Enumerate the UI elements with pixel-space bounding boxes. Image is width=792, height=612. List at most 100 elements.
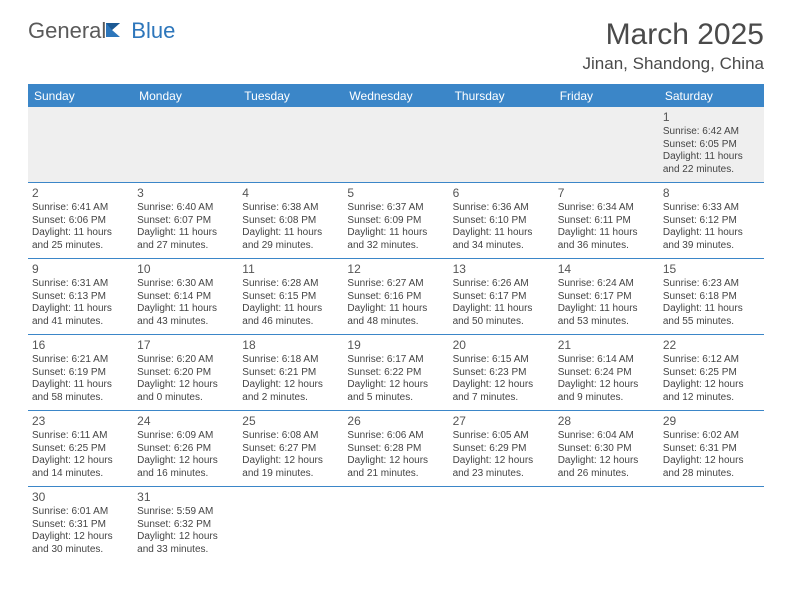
day-number: 17: [137, 338, 234, 353]
weekday-header: Friday: [554, 84, 659, 107]
day-info-line: Sunset: 6:30 PM: [558, 443, 655, 456]
day-info-line: Daylight: 12 hours and 30 minutes.: [32, 531, 129, 556]
calendar-cell: 8Sunrise: 6:33 AMSunset: 6:12 PMDaylight…: [659, 183, 764, 259]
weekday-header: Sunday: [28, 84, 133, 107]
day-info-line: Daylight: 12 hours and 19 minutes.: [242, 455, 339, 480]
day-info-line: Sunset: 6:27 PM: [242, 443, 339, 456]
day-info-line: Sunset: 6:11 PM: [558, 215, 655, 228]
day-info-line: Sunrise: 6:31 AM: [32, 278, 129, 291]
day-info-line: Daylight: 11 hours and 48 minutes.: [347, 303, 444, 328]
day-info-line: Sunset: 6:19 PM: [32, 367, 129, 380]
page-title: March 2025: [583, 18, 764, 52]
day-info-line: Sunrise: 6:37 AM: [347, 202, 444, 215]
calendar-cell: 6Sunrise: 6:36 AMSunset: 6:10 PMDaylight…: [449, 183, 554, 259]
day-number: 16: [32, 338, 129, 353]
day-info-line: Daylight: 12 hours and 16 minutes.: [137, 455, 234, 480]
day-number: 31: [137, 490, 234, 505]
day-info-line: Sunrise: 6:11 AM: [32, 430, 129, 443]
day-info-line: Sunrise: 6:20 AM: [137, 354, 234, 367]
day-number: 5: [347, 186, 444, 201]
day-number: 9: [32, 262, 129, 277]
calendar-cell: [554, 487, 659, 562]
day-info-line: Daylight: 11 hours and 27 minutes.: [137, 227, 234, 252]
day-info-line: Daylight: 12 hours and 21 minutes.: [347, 455, 444, 480]
day-info-line: Daylight: 12 hours and 7 minutes.: [453, 379, 550, 404]
day-info-line: Sunrise: 6:18 AM: [242, 354, 339, 367]
header: General Blue March 2025 Jinan, Shandong,…: [28, 18, 764, 74]
day-info-line: Daylight: 11 hours and 50 minutes.: [453, 303, 550, 328]
day-info-line: Sunrise: 6:23 AM: [663, 278, 760, 291]
day-info-line: Sunset: 6:25 PM: [663, 367, 760, 380]
calendar-cell: 11Sunrise: 6:28 AMSunset: 6:15 PMDayligh…: [238, 259, 343, 335]
calendar-cell: 29Sunrise: 6:02 AMSunset: 6:31 PMDayligh…: [659, 411, 764, 487]
day-info-line: Sunrise: 6:40 AM: [137, 202, 234, 215]
calendar-cell: 27Sunrise: 6:05 AMSunset: 6:29 PMDayligh…: [449, 411, 554, 487]
day-info-line: Sunrise: 6:14 AM: [558, 354, 655, 367]
calendar-cell: 28Sunrise: 6:04 AMSunset: 6:30 PMDayligh…: [554, 411, 659, 487]
calendar-cell: [659, 487, 764, 562]
day-info-line: Sunrise: 6:42 AM: [663, 126, 760, 139]
calendar-cell: 3Sunrise: 6:40 AMSunset: 6:07 PMDaylight…: [133, 183, 238, 259]
calendar-cell: [449, 487, 554, 562]
day-info-line: Sunset: 6:31 PM: [32, 519, 129, 532]
day-number: 25: [242, 414, 339, 429]
calendar-cell: 12Sunrise: 6:27 AMSunset: 6:16 PMDayligh…: [343, 259, 448, 335]
calendar-cell: 1Sunrise: 6:42 AMSunset: 6:05 PMDaylight…: [659, 107, 764, 183]
day-number: 28: [558, 414, 655, 429]
weekday-header: Monday: [133, 84, 238, 107]
day-info-line: Sunrise: 6:17 AM: [347, 354, 444, 367]
day-info-line: Sunset: 6:17 PM: [558, 291, 655, 304]
calendar-cell: 9Sunrise: 6:31 AMSunset: 6:13 PMDaylight…: [28, 259, 133, 335]
day-info-line: Sunset: 6:23 PM: [453, 367, 550, 380]
title-block: March 2025 Jinan, Shandong, China: [583, 18, 764, 74]
calendar-cell: 2Sunrise: 6:41 AMSunset: 6:06 PMDaylight…: [28, 183, 133, 259]
calendar-cell: 21Sunrise: 6:14 AMSunset: 6:24 PMDayligh…: [554, 335, 659, 411]
day-info-line: Sunset: 6:18 PM: [663, 291, 760, 304]
day-info-line: Sunset: 6:12 PM: [663, 215, 760, 228]
day-number: 21: [558, 338, 655, 353]
day-info-line: Sunrise: 6:34 AM: [558, 202, 655, 215]
day-info-line: Sunrise: 6:04 AM: [558, 430, 655, 443]
day-number: 8: [663, 186, 760, 201]
day-info-line: Daylight: 11 hours and 43 minutes.: [137, 303, 234, 328]
day-info-line: Sunset: 6:25 PM: [32, 443, 129, 456]
day-info-line: Sunset: 6:10 PM: [453, 215, 550, 228]
day-info-line: Daylight: 12 hours and 5 minutes.: [347, 379, 444, 404]
day-number: 26: [347, 414, 444, 429]
weekday-header: Thursday: [449, 84, 554, 107]
day-info-line: Sunset: 6:13 PM: [32, 291, 129, 304]
calendar-grid: SundayMondayTuesdayWednesdayThursdayFrid…: [28, 84, 764, 562]
calendar-cell: [133, 107, 238, 183]
calendar-cell: 17Sunrise: 6:20 AMSunset: 6:20 PMDayligh…: [133, 335, 238, 411]
day-info-line: Sunrise: 6:01 AM: [32, 506, 129, 519]
day-number: 7: [558, 186, 655, 201]
day-info-line: Sunrise: 6:09 AM: [137, 430, 234, 443]
calendar-cell: [449, 107, 554, 183]
calendar-cell: 30Sunrise: 6:01 AMSunset: 6:31 PMDayligh…: [28, 487, 133, 562]
calendar-cell: 20Sunrise: 6:15 AMSunset: 6:23 PMDayligh…: [449, 335, 554, 411]
day-info-line: Daylight: 11 hours and 46 minutes.: [242, 303, 339, 328]
day-info-line: Sunset: 6:08 PM: [242, 215, 339, 228]
calendar-cell: 4Sunrise: 6:38 AMSunset: 6:08 PMDaylight…: [238, 183, 343, 259]
day-info-line: Sunset: 6:20 PM: [137, 367, 234, 380]
brand-text-blue: Blue: [131, 18, 175, 44]
day-number: 18: [242, 338, 339, 353]
day-info-line: Daylight: 11 hours and 58 minutes.: [32, 379, 129, 404]
day-info-line: Sunrise: 6:27 AM: [347, 278, 444, 291]
calendar-cell: 22Sunrise: 6:12 AMSunset: 6:25 PMDayligh…: [659, 335, 764, 411]
day-number: 29: [663, 414, 760, 429]
day-number: 22: [663, 338, 760, 353]
day-number: 14: [558, 262, 655, 277]
calendar-cell: 7Sunrise: 6:34 AMSunset: 6:11 PMDaylight…: [554, 183, 659, 259]
calendar-cell: [554, 107, 659, 183]
location-subtitle: Jinan, Shandong, China: [583, 54, 764, 74]
calendar-cell: [238, 107, 343, 183]
day-info-line: Sunrise: 6:08 AM: [242, 430, 339, 443]
day-info-line: Sunrise: 6:05 AM: [453, 430, 550, 443]
day-info-line: Sunset: 6:24 PM: [558, 367, 655, 380]
day-info-line: Daylight: 12 hours and 33 minutes.: [137, 531, 234, 556]
calendar-cell: 31Sunrise: 5:59 AMSunset: 6:32 PMDayligh…: [133, 487, 238, 562]
flag-icon: [106, 21, 128, 42]
calendar-cell: [343, 487, 448, 562]
day-info-line: Sunset: 6:28 PM: [347, 443, 444, 456]
